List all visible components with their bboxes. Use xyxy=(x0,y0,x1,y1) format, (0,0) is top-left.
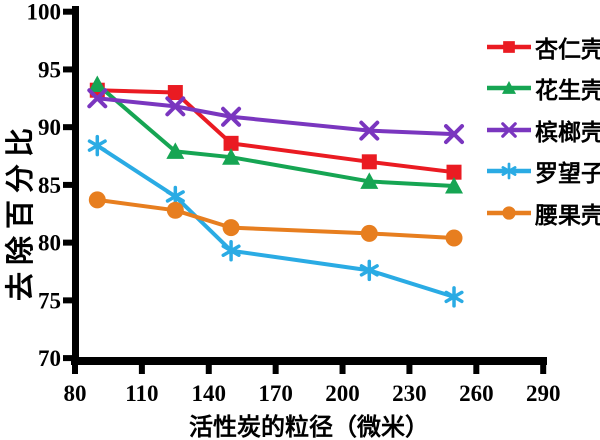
y-axis-tick xyxy=(63,66,72,73)
x-axis-tick xyxy=(205,365,212,374)
square-marker-icon xyxy=(446,164,462,180)
legend-key-icon xyxy=(487,206,531,220)
circle-marker-icon xyxy=(166,201,184,219)
y-tick-label: 80 xyxy=(38,231,61,256)
y-tick-label: 100 xyxy=(27,0,62,25)
circle-marker-icon xyxy=(445,229,463,247)
x-tick-label: 140 xyxy=(192,381,227,406)
y-axis-tick xyxy=(63,355,72,362)
asterisk-marker-icon xyxy=(444,286,464,308)
x-marker-icon xyxy=(444,124,465,145)
x-marker-icon xyxy=(501,121,517,138)
circle-marker-icon xyxy=(502,206,516,220)
legend-label: 罗望子 xyxy=(535,161,600,188)
series-betel-nut-shell xyxy=(87,88,465,145)
x-marker-icon xyxy=(359,120,380,141)
circle-marker-icon xyxy=(360,224,378,242)
x-axis-title: 活性炭的粒径（微米） xyxy=(189,413,429,440)
square-marker-icon xyxy=(503,40,515,53)
x-tick-label: 80 xyxy=(64,381,87,406)
triangle-marker-icon xyxy=(88,75,107,92)
circle-marker-icon xyxy=(222,219,240,237)
triangle-marker-icon xyxy=(222,148,241,165)
legend-key-icon xyxy=(487,121,531,138)
series-line xyxy=(97,197,455,241)
asterisk-marker-icon xyxy=(359,259,379,282)
triangle-marker-icon xyxy=(166,142,185,159)
legend-item-betel-nut-shell: 槟榔壳 xyxy=(486,109,600,151)
legend-item-almond-shell: 杏仁壳 xyxy=(486,26,600,68)
y-axis-tick xyxy=(63,239,72,246)
asterisk-marker-icon xyxy=(501,162,517,180)
x-tick-label: 170 xyxy=(258,381,293,406)
series-line xyxy=(95,82,455,189)
circle-marker-icon xyxy=(88,191,106,209)
triangle-marker-icon xyxy=(501,81,517,95)
x-tick-label: 290 xyxy=(526,381,561,406)
square-marker-icon xyxy=(223,135,239,151)
series-cashew-shell xyxy=(88,191,463,247)
x-tick-label: 260 xyxy=(459,381,494,406)
legend-label: 槟榔壳 xyxy=(535,119,600,146)
legend-key-icon xyxy=(487,81,531,95)
legend-item-peanut-shell: 花生壳 xyxy=(486,68,600,110)
x-tick-label: 230 xyxy=(392,381,427,406)
series-tamarind xyxy=(87,134,464,308)
triangle-marker-icon xyxy=(360,172,379,189)
series-line xyxy=(96,143,455,299)
x-marker-icon xyxy=(87,88,108,109)
x-marker-icon xyxy=(165,96,186,117)
y-axis-tick xyxy=(63,8,72,15)
x-marker-icon xyxy=(221,106,242,127)
x-axis-tick xyxy=(272,365,279,374)
y-tick-label: 85 xyxy=(38,173,61,198)
x-axis-tick xyxy=(72,365,78,374)
legend-label: 腰果壳 xyxy=(535,202,600,229)
x-axis-tick xyxy=(473,365,480,374)
x-axis-tick xyxy=(339,365,346,374)
x-tick-label: 200 xyxy=(325,381,360,406)
y-axis-title: 去除百分比 xyxy=(3,121,37,302)
y-axis-tick xyxy=(63,297,72,304)
legend-key-icon xyxy=(487,40,531,53)
series-almond-shell xyxy=(89,82,462,180)
series-peanut-shell xyxy=(88,75,464,194)
square-marker-icon xyxy=(361,154,377,170)
y-tick-label: 70 xyxy=(38,346,61,371)
x-axis-tick xyxy=(138,365,145,374)
x-axis-tick xyxy=(406,365,413,374)
square-marker-icon xyxy=(167,85,183,101)
legend-key-icon xyxy=(487,162,531,180)
x-tick-label: 110 xyxy=(125,381,158,406)
legend-item-tamarind: 罗望子 xyxy=(486,151,600,193)
legend: 杏仁壳花生壳槟榔壳罗望子腰果壳 xyxy=(486,26,600,234)
y-axis-tick xyxy=(63,124,72,131)
legend-label: 杏仁壳 xyxy=(535,36,600,63)
y-axis-line xyxy=(72,6,79,365)
legend-label: 花生壳 xyxy=(535,78,600,105)
y-tick-label: 95 xyxy=(38,57,61,82)
x-axis-line xyxy=(71,357,547,365)
y-tick-label: 90 xyxy=(38,115,61,140)
legend-item-cashew-shell: 腰果壳 xyxy=(486,192,600,234)
y-tick-label: 75 xyxy=(38,288,61,313)
triangle-marker-icon xyxy=(445,177,464,194)
asterisk-marker-icon xyxy=(221,239,241,262)
y-axis-tick xyxy=(63,181,72,188)
x-axis-tick xyxy=(540,365,547,374)
asterisk-marker-icon xyxy=(87,134,107,157)
